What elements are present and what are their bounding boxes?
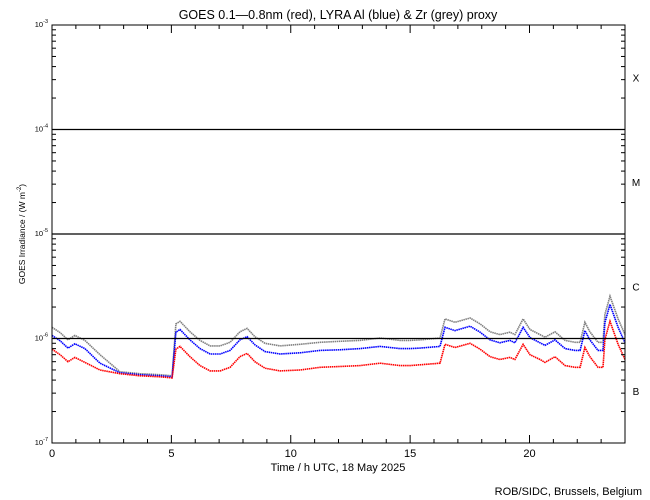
x-tick-label: 15 (404, 448, 416, 460)
x-tick-label: 0 (49, 448, 55, 460)
y-tick-base: 10 (35, 125, 43, 134)
y-tick-label: 10-5 (35, 228, 48, 238)
y-tick-label: 10-4 (35, 124, 48, 134)
flare-class-label-b: B (633, 387, 640, 398)
x-tick-label: 20 (523, 448, 535, 460)
y-axis-label: GOES Irradiance / (W m-2) (17, 184, 27, 284)
y-tick-exponent: -6 (43, 333, 48, 339)
y-tick-base: 10 (35, 229, 43, 238)
y-tick-exponent: -5 (43, 228, 48, 234)
y-tick-base: 10 (35, 334, 43, 343)
y-tick-label: 10-6 (35, 333, 48, 343)
y-tick-exponent: -4 (43, 124, 48, 130)
flare-class-label-x: X (633, 73, 640, 84)
y-tick-exponent: -7 (43, 437, 48, 443)
x-tick-label: 10 (285, 448, 297, 460)
y-axis-label-sup: -2 (17, 186, 23, 192)
x-axis-label: Time / h UTC, 18 May 2025 (271, 462, 406, 474)
series-line-goes-0-1-0-8nm (51, 318, 626, 379)
y-tick-exponent: -3 (43, 19, 48, 25)
footer-credit: ROB/SIDC, Brussels, Belgium (495, 486, 642, 498)
y-axis-label-text: GOES Irradiance / (W m (17, 192, 27, 284)
y-axis-label-close: ) (17, 184, 27, 187)
x-tick-label: 5 (168, 448, 174, 460)
chart-title: GOES 0.1—0.8nm (red), LYRA Al (blue) & Z… (179, 8, 498, 22)
flare-class-label-c: C (632, 282, 639, 293)
y-tick-label: 10-3 (35, 19, 48, 29)
y-tick-label: 10-7 (35, 437, 48, 447)
y-tick-base: 10 (35, 438, 43, 447)
flare-class-label-m: M (632, 178, 640, 189)
y-tick-base: 10 (35, 20, 43, 29)
series-line-lyra-zr-proxy (51, 293, 626, 377)
